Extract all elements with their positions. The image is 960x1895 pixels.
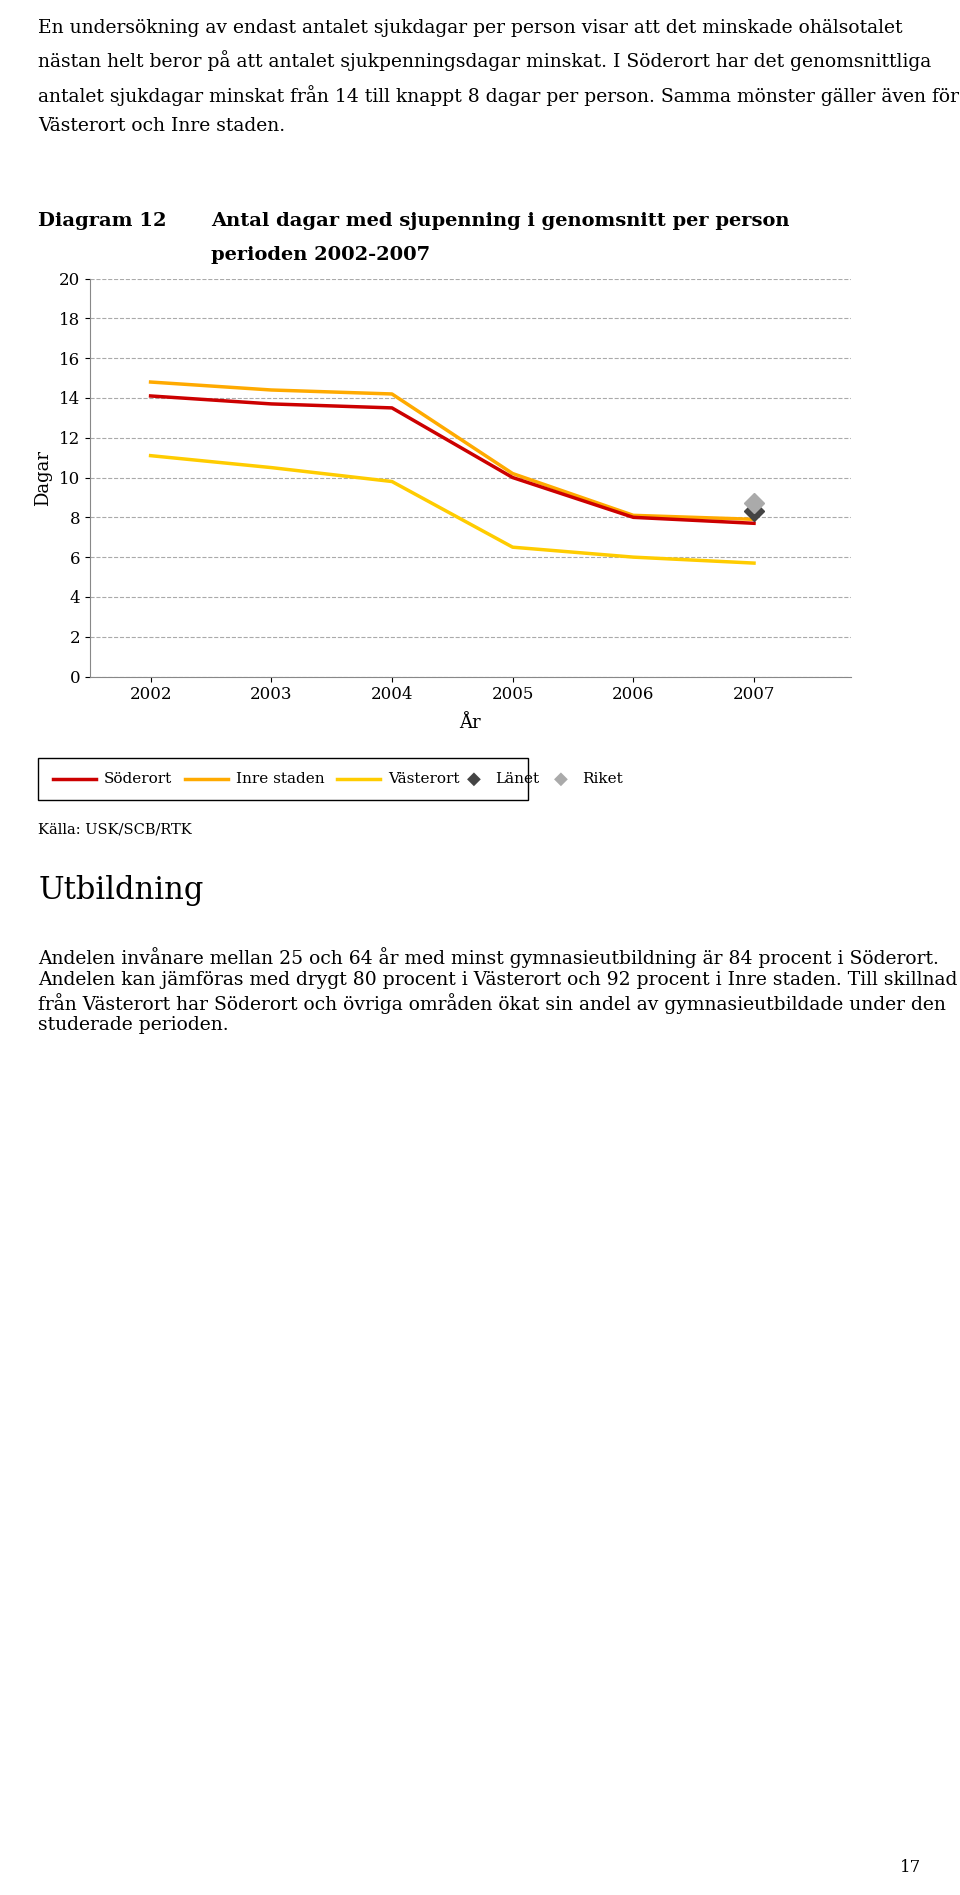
Text: Länet: Länet	[495, 771, 540, 786]
Text: Diagram 12: Diagram 12	[38, 212, 167, 229]
Text: En undersökning av endast antalet sjukdagar per person visar att det minskade oh: En undersökning av endast antalet sjukda…	[38, 19, 959, 135]
Text: 17: 17	[900, 1859, 922, 1876]
Text: Riket: Riket	[582, 771, 622, 786]
Text: Västerort: Västerort	[388, 771, 459, 786]
Text: Andelen invånare mellan 25 och 64 år med minst gymnasieutbildning är 84 procent : Andelen invånare mellan 25 och 64 år med…	[38, 948, 958, 1035]
X-axis label: År: År	[460, 714, 481, 731]
Text: Utbildning: Utbildning	[38, 875, 204, 906]
Text: Källa: USK/SCB/RTK: Källa: USK/SCB/RTK	[38, 822, 192, 836]
Text: Antal dagar med sjupenning i genomsnitt per person: Antal dagar med sjupenning i genomsnitt …	[211, 212, 790, 229]
Text: Söderort: Söderort	[104, 771, 172, 786]
Text: ◆: ◆	[468, 769, 481, 788]
Text: perioden 2002-2007: perioden 2002-2007	[211, 246, 430, 263]
Text: ◆: ◆	[554, 769, 567, 788]
Text: Inre staden: Inre staden	[236, 771, 324, 786]
Y-axis label: Dagar: Dagar	[35, 449, 53, 506]
